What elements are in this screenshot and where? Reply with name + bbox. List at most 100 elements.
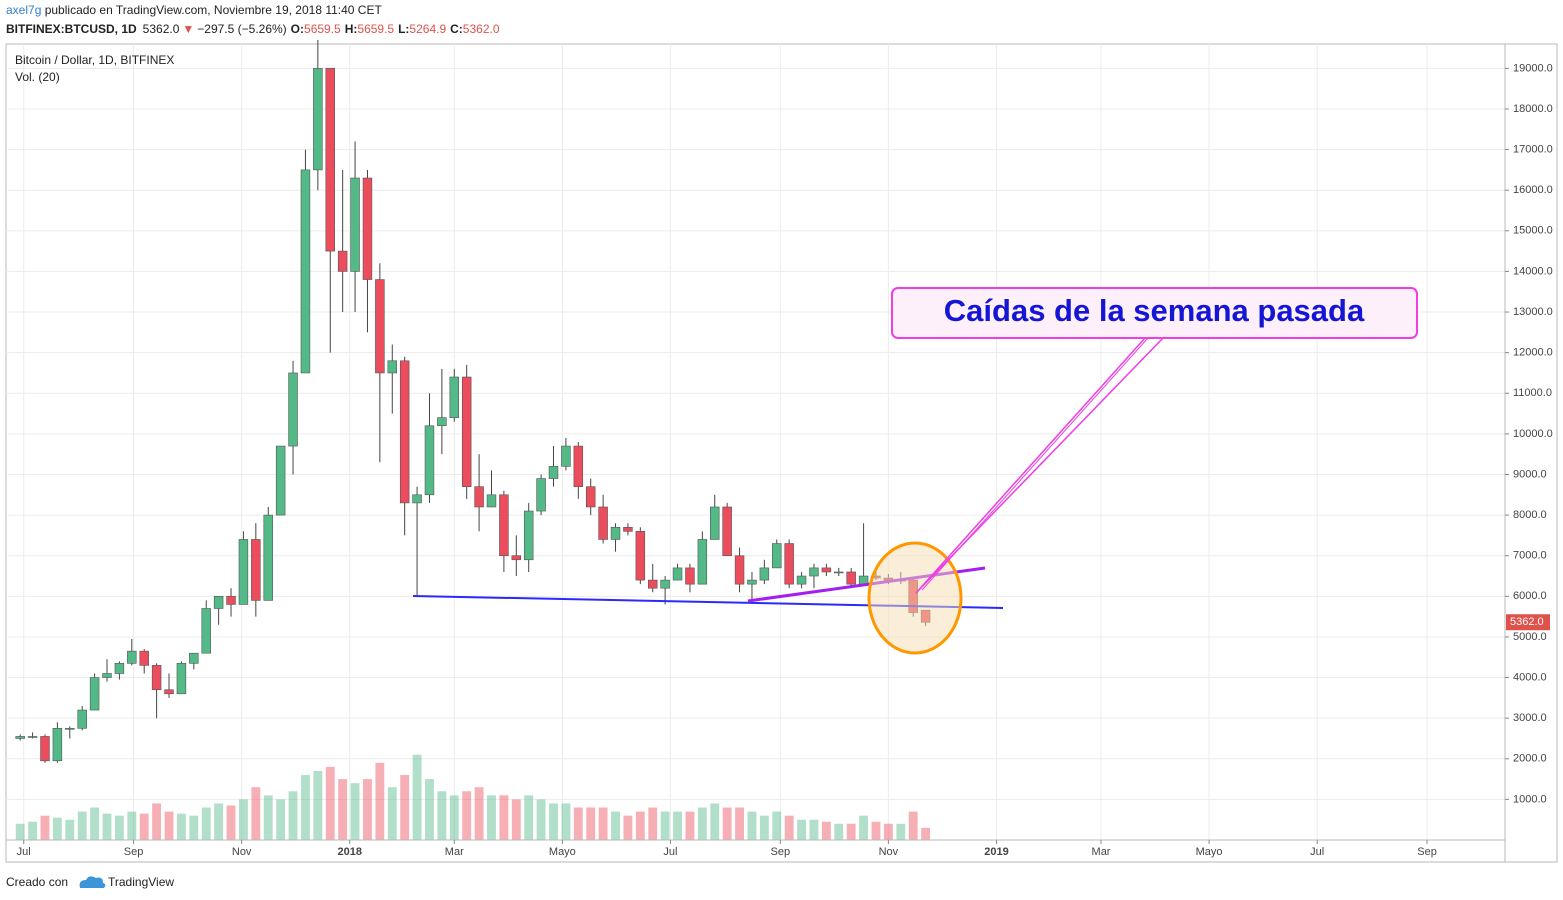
volume-bar xyxy=(896,823,906,840)
candle-body xyxy=(139,650,149,666)
volume-bar xyxy=(573,807,583,840)
volume-bar xyxy=(102,813,112,840)
candle-body xyxy=(648,579,658,589)
y-tick-label: 11000.0 xyxy=(1513,387,1552,399)
volume-bar xyxy=(784,815,794,840)
x-tick-label: Jul xyxy=(663,846,677,858)
volume-bar xyxy=(908,811,918,840)
candle-body xyxy=(523,510,534,561)
axes: 1000.0 2000.0 3000.0 4000.0 5000.0 6000.0 7000… xyxy=(17,62,1553,858)
volume-bar xyxy=(797,819,806,840)
candle-body xyxy=(685,567,695,585)
x-tick-label: Sep xyxy=(124,846,144,858)
volume-bar xyxy=(536,799,546,840)
volume-bar xyxy=(338,779,348,840)
candle-body xyxy=(722,506,732,557)
quote-line: BITFINEX:BTCUSD, 1D 5362.0 ▼ −297.5 (−5.26%… xyxy=(6,22,500,36)
y-tick-label: 6000.0 xyxy=(1513,590,1547,602)
volume-bar xyxy=(226,805,236,840)
x-tick-label: Mayo xyxy=(1196,846,1223,858)
x-tick-label: Sep xyxy=(771,846,791,858)
volume-bar xyxy=(474,787,484,840)
candle-body xyxy=(809,567,819,577)
volume-bar xyxy=(821,821,831,840)
y-tick-label: 4000.0 xyxy=(1513,671,1547,683)
candle-body xyxy=(834,571,844,574)
volume-bar xyxy=(375,762,385,840)
volume-bar xyxy=(499,795,509,840)
volume-bar xyxy=(214,803,224,840)
y-tick-label: 19000.0 xyxy=(1513,62,1553,74)
volume-bar xyxy=(524,795,534,840)
candle-body xyxy=(387,360,397,374)
candle-body xyxy=(623,526,633,532)
candle-body xyxy=(325,68,335,252)
y-tick-label: 13000.0 xyxy=(1513,306,1553,318)
candle-body xyxy=(213,596,224,609)
x-tick-label: 2019 xyxy=(984,846,1008,858)
candle-body xyxy=(337,250,348,272)
candle-body xyxy=(734,555,745,585)
chart-title: Bitcoin / Dollar, 1D, BITFINEX xyxy=(15,53,174,67)
volume-bar xyxy=(772,811,782,840)
callout-box xyxy=(891,287,1418,339)
y-tick-label: 9000.0 xyxy=(1513,468,1547,480)
x-tick-label: Sep xyxy=(1417,846,1437,858)
candle-body xyxy=(573,445,584,487)
volume-bar xyxy=(90,807,100,840)
h-label: H: xyxy=(345,22,358,36)
volume-bar xyxy=(660,811,670,840)
last-price-label: 5362.0 xyxy=(1510,616,1544,628)
candle-body xyxy=(424,425,435,496)
candle-body xyxy=(561,445,571,467)
candle-body xyxy=(189,652,199,664)
volume-bar xyxy=(809,819,819,840)
volume-bar xyxy=(549,803,558,840)
volume-bar xyxy=(251,787,261,840)
candle-body xyxy=(27,736,38,738)
volume-bar xyxy=(586,807,596,840)
o-label: O: xyxy=(291,22,304,36)
o: 5659.5 xyxy=(304,22,341,36)
volume-bar xyxy=(40,815,50,840)
candle-body xyxy=(846,571,856,585)
candle-body xyxy=(772,543,782,569)
volume-bar xyxy=(511,799,521,840)
volume-bar xyxy=(635,811,645,840)
candle-body xyxy=(201,608,211,654)
candle-body xyxy=(474,486,484,508)
l: 5264.9 xyxy=(409,22,446,36)
candle-body xyxy=(548,466,559,479)
volume-bar xyxy=(387,787,397,840)
volume-label: Vol. (20) xyxy=(15,70,60,84)
author: axel7g xyxy=(6,3,41,17)
volume-bar xyxy=(759,815,769,840)
candle-body xyxy=(313,68,323,171)
h: 5659.5 xyxy=(357,22,394,36)
footer-created: Creado con xyxy=(6,875,68,889)
candle-body xyxy=(759,567,770,581)
volume-bar xyxy=(598,807,608,840)
volume-bar xyxy=(164,811,174,840)
highlight-ellipse xyxy=(867,541,963,655)
volume-bar xyxy=(611,811,620,840)
change: −297.5 (−5.26%) xyxy=(197,22,286,36)
volume-bar xyxy=(201,807,211,840)
y-tick-label: 3000.0 xyxy=(1513,712,1547,724)
volume-bar xyxy=(685,811,695,840)
candle-body xyxy=(263,514,273,601)
chart-frame xyxy=(5,43,1558,863)
volume-bar xyxy=(425,779,434,840)
y-tick-label: 2000.0 xyxy=(1513,753,1547,765)
candle-body xyxy=(375,279,385,374)
volume-bar xyxy=(263,795,273,840)
candle-body xyxy=(399,360,410,504)
published: publicado en TradingView.com, Noviembre … xyxy=(41,3,382,17)
header-line: axel7g publicado en TradingView.com, Nov… xyxy=(6,3,382,17)
candle-body xyxy=(151,665,162,691)
x-tick-label: Jul xyxy=(1310,846,1324,858)
volume-bar xyxy=(28,821,38,840)
volume-bar xyxy=(288,791,298,840)
